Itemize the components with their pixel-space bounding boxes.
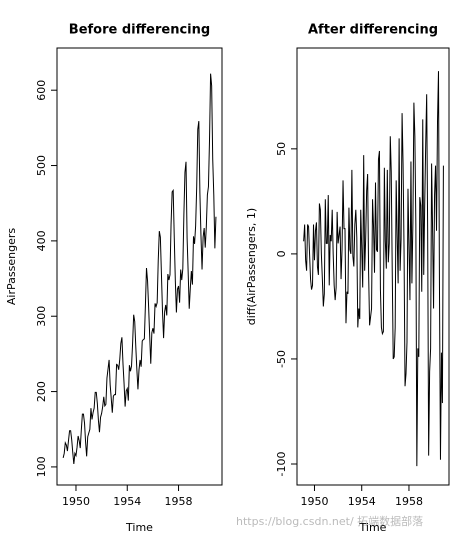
y-tick-label: -50 bbox=[275, 350, 288, 368]
y-axis-label: AirPassengers bbox=[5, 228, 18, 305]
watermark: https://blog.csdn.net/ 拓端数据部落 bbox=[236, 514, 423, 528]
plot-frame bbox=[296, 47, 450, 486]
x-tick-label: 1958 bbox=[395, 495, 423, 508]
x-tick-label: 1958 bbox=[165, 495, 193, 508]
y-axis-label: diff(AirPassengers, 1) bbox=[245, 208, 258, 325]
y-tick-label: -100 bbox=[275, 452, 288, 477]
x-axis-label: Time bbox=[125, 521, 153, 534]
y-tick-label: 200 bbox=[35, 381, 48, 402]
y-tick-label: 100 bbox=[35, 456, 48, 477]
series-line bbox=[303, 71, 444, 467]
y-tick-label: 500 bbox=[35, 155, 48, 176]
y-tick-label: 0 bbox=[275, 250, 288, 257]
plot-frame bbox=[56, 47, 223, 486]
y-tick-label: 300 bbox=[35, 306, 48, 327]
x-tick-label: 1950 bbox=[62, 495, 90, 508]
x-tick-label: 1954 bbox=[348, 495, 376, 508]
y-tick-label: 400 bbox=[35, 230, 48, 251]
series-line bbox=[62, 73, 217, 464]
y-tick-label: 600 bbox=[35, 80, 48, 101]
y-tick-label: 50 bbox=[275, 142, 288, 156]
x-tick-label: 1954 bbox=[113, 495, 141, 508]
x-tick-label: 1950 bbox=[300, 495, 328, 508]
chart-title: Before differencing bbox=[69, 23, 210, 38]
x-axis-label: Time bbox=[359, 521, 387, 534]
chart-title: After differencing bbox=[308, 23, 438, 38]
